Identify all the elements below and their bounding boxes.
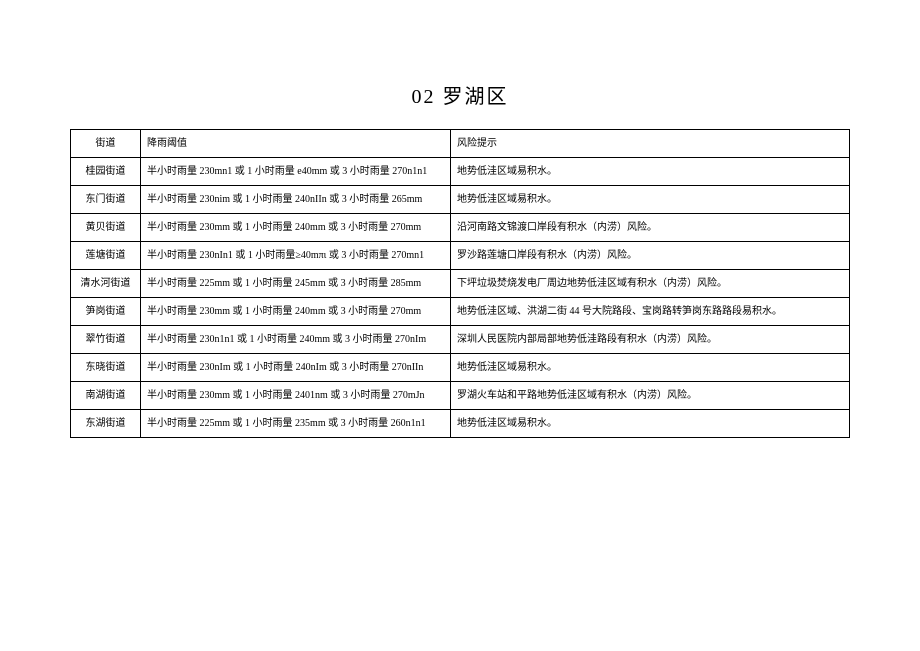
- cell-street: 莲塘街道: [71, 242, 141, 270]
- table-row: 东湖街道 半小时雨量 225mm 或 1 小时雨量 235mm 或 3 小时雨量…: [71, 410, 850, 438]
- cell-threshold: 半小时雨量 225mm 或 1 小时雨量 245mm 或 3 小时雨量 285m…: [141, 270, 451, 298]
- cell-risk: 地势低洼区域易积水。: [451, 158, 850, 186]
- col-header-threshold: 降雨阈值: [141, 130, 451, 158]
- cell-street: 黄贝街道: [71, 214, 141, 242]
- cell-threshold: 半小时雨量 230mn1 或 1 小时雨量 e40mm 或 3 小时雨量 270…: [141, 158, 451, 186]
- cell-threshold: 半小时雨量 230mm 或 1 小时雨量 240mm 或 3 小时雨量 270m…: [141, 298, 451, 326]
- cell-threshold: 半小时雨量 230mm 或 1 小时雨量 240mm 或 3 小时雨量 270m…: [141, 214, 451, 242]
- cell-threshold: 半小时雨量 225mm 或 1 小时雨量 235mm 或 3 小时雨量 260n…: [141, 410, 451, 438]
- cell-risk: 深圳人民医院内部局部地势低洼路段有积水（内涝）风险。: [451, 326, 850, 354]
- cell-street: 东晓街道: [71, 354, 141, 382]
- col-header-risk: 风险提示: [451, 130, 850, 158]
- table-row: 桂园街道 半小时雨量 230mn1 或 1 小时雨量 e40mm 或 3 小时雨…: [71, 158, 850, 186]
- table-row: 黄贝街道 半小时雨量 230mm 或 1 小时雨量 240mm 或 3 小时雨量…: [71, 214, 850, 242]
- cell-risk: 地势低洼区域、洪湖二街 44 号大院路段、宝岗路转笋岗东路路段易积水。: [451, 298, 850, 326]
- cell-threshold: 半小时雨量 230nim 或 1 小时雨量 240nIIn 或 3 小时雨量 2…: [141, 186, 451, 214]
- col-header-street: 街道: [71, 130, 141, 158]
- table-row: 笋岗街道 半小时雨量 230mm 或 1 小时雨量 240mm 或 3 小时雨量…: [71, 298, 850, 326]
- table-row: 翠竹街道 半小时雨量 230n1n1 或 1 小时雨量 240mm 或 3 小时…: [71, 326, 850, 354]
- table-row: 东晓街道 半小时雨量 230nIm 或 1 小时雨量 240nIm 或 3 小时…: [71, 354, 850, 382]
- table-body: 桂园街道 半小时雨量 230mn1 或 1 小时雨量 e40mm 或 3 小时雨…: [71, 158, 850, 438]
- table-row: 东门街道 半小时雨量 230nim 或 1 小时雨量 240nIIn 或 3 小…: [71, 186, 850, 214]
- cell-risk: 地势低洼区域易积水。: [451, 410, 850, 438]
- cell-risk: 罗沙路莲塘口岸段有积水（内涝）风险。: [451, 242, 850, 270]
- cell-risk: 沿河南路文锦渡口岸段有积水（内涝）风险。: [451, 214, 850, 242]
- cell-street: 南湖街道: [71, 382, 141, 410]
- table-row: 清水河街道 半小时雨量 225mm 或 1 小时雨量 245mm 或 3 小时雨…: [71, 270, 850, 298]
- cell-street: 东门街道: [71, 186, 141, 214]
- cell-threshold: 半小时雨量 230mm 或 1 小时雨量 2401nm 或 3 小时雨量 270…: [141, 382, 451, 410]
- table-header-row: 街道 降雨阈值 风险提示: [71, 130, 850, 158]
- cell-risk: 地势低洼区域易积水。: [451, 354, 850, 382]
- cell-threshold: 半小时雨量 230n1n1 或 1 小时雨量 240mm 或 3 小时雨量 27…: [141, 326, 451, 354]
- page-title: 02 罗湖区: [70, 80, 850, 109]
- table-row: 莲塘街道 半小时雨量 230nIn1 或 1 小时雨量≥40mπι 或 3 小时…: [71, 242, 850, 270]
- cell-street: 清水河街道: [71, 270, 141, 298]
- cell-threshold: 半小时雨量 230nIn1 或 1 小时雨量≥40mπι 或 3 小时雨量 27…: [141, 242, 451, 270]
- cell-street: 笋岗街道: [71, 298, 141, 326]
- risk-table: 街道 降雨阈值 风险提示 桂园街道 半小时雨量 230mn1 或 1 小时雨量 …: [70, 129, 850, 438]
- table-row: 南湖街道 半小时雨量 230mm 或 1 小时雨量 2401nm 或 3 小时雨…: [71, 382, 850, 410]
- cell-risk: 下坪垃圾焚烧发电厂周边地势低洼区域有积水（内涝）风险。: [451, 270, 850, 298]
- cell-street: 桂园街道: [71, 158, 141, 186]
- cell-risk: 地势低洼区域易积水。: [451, 186, 850, 214]
- cell-street: 翠竹街道: [71, 326, 141, 354]
- cell-threshold: 半小时雨量 230nIm 或 1 小时雨量 240nIm 或 3 小时雨量 27…: [141, 354, 451, 382]
- cell-street: 东湖街道: [71, 410, 141, 438]
- cell-risk: 罗湖火车站和平路地势低洼区域有积水（内涝）风险。: [451, 382, 850, 410]
